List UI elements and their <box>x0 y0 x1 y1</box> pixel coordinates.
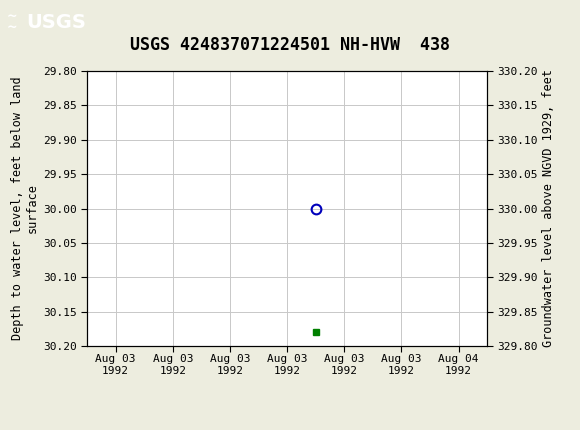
Y-axis label: Depth to water level, feet below land
surface: Depth to water level, feet below land su… <box>10 77 39 341</box>
Text: USGS: USGS <box>26 13 86 32</box>
Text: ~
~: ~ ~ <box>7 10 17 34</box>
Y-axis label: Groundwater level above NGVD 1929, feet: Groundwater level above NGVD 1929, feet <box>542 70 555 347</box>
Text: USGS 424837071224501 NH-HVW  438: USGS 424837071224501 NH-HVW 438 <box>130 36 450 54</box>
Legend: Period of approved data: Period of approved data <box>181 428 393 430</box>
